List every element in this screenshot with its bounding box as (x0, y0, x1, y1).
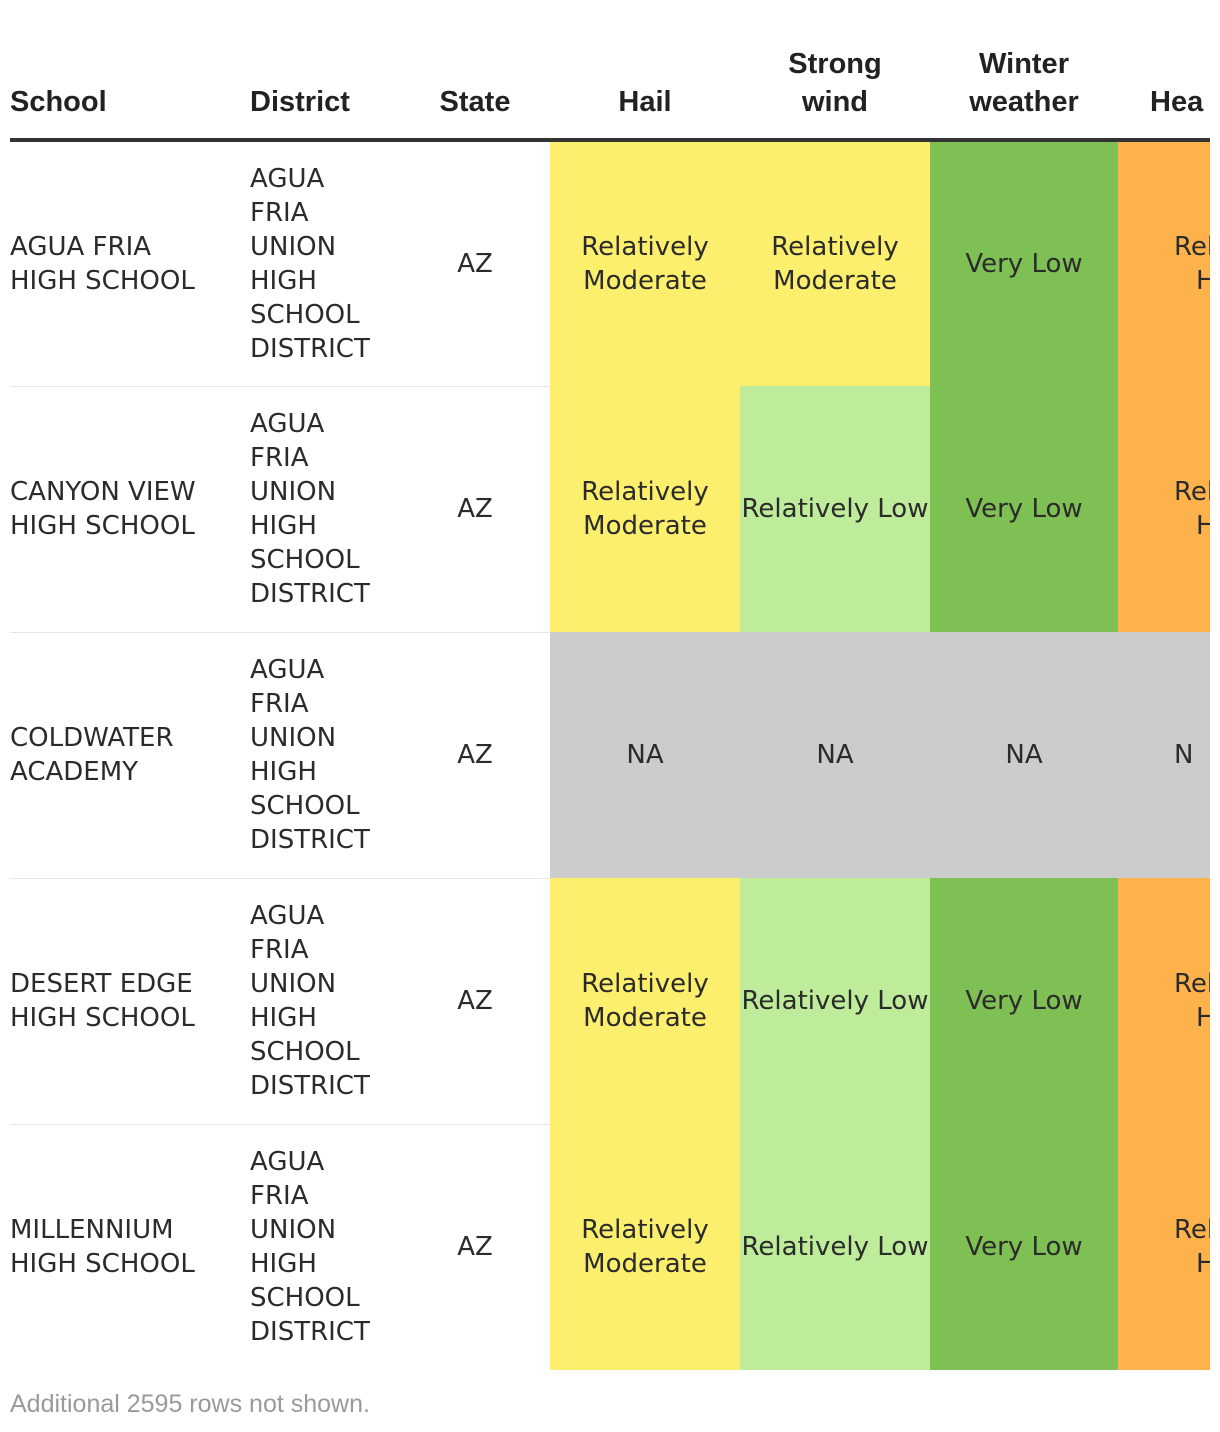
school-name-cell: COLDWATER ACADEMY (10, 632, 250, 879)
column-header-state[interactable]: State (400, 0, 550, 142)
winter-weather-risk-cell: Very Low (930, 140, 1118, 386)
risk-table-container: School District State Hail Strong wind W… (10, 0, 1210, 1370)
heat-risk-cell: RelaH (1118, 1124, 1210, 1370)
state-cell: AZ (400, 140, 550, 387)
heat-risk-cell: RelaH (1118, 140, 1210, 386)
district-name-cell: AGUA FRIA UNION HIGH SCHOOL DISTRICT (250, 140, 400, 387)
column-header-winter-weather[interactable]: Winter weather (930, 0, 1118, 142)
winter-weather-risk-cell: Very Low (930, 878, 1118, 1124)
strong-wind-risk-cell: Relatively Low (740, 1124, 930, 1370)
rows-not-shown-note: Additional 2595 rows not shown. (10, 1390, 370, 1418)
column-header-strong-wind[interactable]: Strong wind (740, 0, 930, 142)
table-row: COLDWATER ACADEMY AGUA FRIA UNION HIGH SC… (10, 632, 1210, 879)
school-name-cell: CANYON VIEW HIGH SCHOOL (10, 386, 250, 633)
table-row: CANYON VIEW HIGH SCHOOL AGUA FRIA UNION H… (10, 386, 1210, 633)
heat-risk-cell: RelaH (1118, 878, 1210, 1124)
winter-weather-risk-cell: Very Low (930, 1124, 1118, 1370)
hail-risk-cell: Relatively Moderate (550, 140, 740, 386)
column-header-district[interactable]: District (250, 0, 400, 142)
column-header-heat[interactable]: Hea (1118, 0, 1210, 142)
hail-risk-cell: Relatively Moderate (550, 878, 740, 1124)
table-row: DESERT EDGE HIGH SCHOOL AGUA FRIA UNION H… (10, 878, 1210, 1125)
school-name-cell: AGUA FRIA HIGH SCHOOL (10, 140, 250, 387)
state-cell: AZ (457, 1232, 493, 1263)
table-header-row: School District State Hail Strong wind W… (10, 0, 1210, 142)
table-row: AGUA FRIA HIGH SCHOOL AGUA FRIA UNION HIG… (10, 140, 1210, 387)
district-name-cell: AGUA FRIA UNION HIGH SCHOOL DISTRICT (250, 878, 400, 1125)
school-hazard-table: School District State Hail Strong wind W… (10, 0, 1210, 1370)
strong-wind-risk-cell: Relatively Low (740, 878, 930, 1124)
column-header-hail[interactable]: Hail (550, 0, 740, 142)
winter-weather-risk-cell: NA (930, 632, 1118, 878)
hail-risk-cell: Relatively Moderate (550, 1124, 740, 1370)
district-name-cell: AGUA FRIA UNION HIGH SCHOOL DISTRICT (250, 632, 400, 879)
column-header-school[interactable]: School (10, 0, 250, 142)
district-name-cell: AGUA FRIA UNION HIGH SCHOOL DISTRICT (250, 386, 400, 633)
hail-risk-cell: NA (550, 632, 740, 878)
state-cell: AZ (400, 386, 550, 633)
winter-weather-risk-cell: Very Low (930, 386, 1118, 632)
strong-wind-risk-cell: Relatively Moderate (740, 140, 930, 386)
heat-risk-cell: RelaH (1118, 386, 1210, 632)
table-row: MILLENNIUM HIGH SCHOOL AGUA FRIA UNION HI… (10, 1124, 1210, 1370)
column-header-strong-wind-label: Strong wind (788, 48, 882, 118)
table-body: AGUA FRIA HIGH SCHOOL AGUA FRIA UNION HIG… (10, 140, 1210, 1370)
district-name-cell: AGUA FRIA UNION HIGH SCHOOL DISTRICT (250, 1147, 370, 1348)
strong-wind-risk-cell: Relatively Low (740, 386, 930, 632)
strong-wind-risk-cell: NA (740, 632, 930, 878)
school-name-cell: DESERT EDGE HIGH SCHOOL (10, 878, 250, 1125)
state-cell: AZ (400, 878, 550, 1125)
column-header-winter-weather-label: Winter weather (969, 48, 1079, 118)
state-cell: AZ (400, 632, 550, 879)
hail-risk-cell: Relatively Moderate (550, 386, 740, 632)
school-name-cell: MILLENNIUM HIGH SCHOOL (10, 1215, 195, 1280)
heat-risk-cell: N (1118, 632, 1210, 878)
